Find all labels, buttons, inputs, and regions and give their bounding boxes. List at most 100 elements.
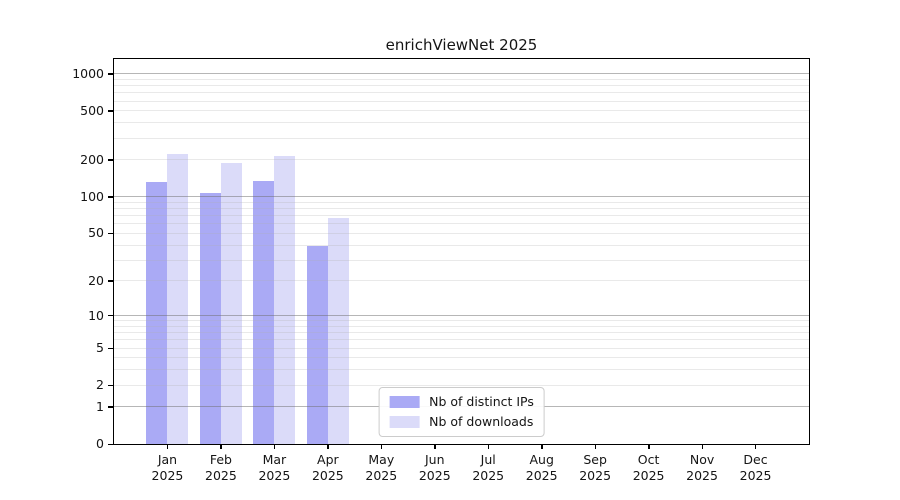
gridline-3: [114, 369, 809, 371]
chart-title: enrichViewNet 2025: [385, 36, 538, 54]
x-tick-mark-may: [380, 445, 383, 449]
x-tick-year-jul: 2025: [472, 467, 505, 483]
y-tick-mark-2: [108, 384, 113, 387]
gridline-40: [114, 244, 809, 246]
y-tick-mark-1000: [108, 73, 113, 75]
y-tick-label-5: 5: [96, 340, 104, 355]
bar-nb-of-downloads-feb: [220, 163, 242, 444]
gridline-1000: [114, 73, 809, 75]
gridline-100: [114, 196, 809, 198]
bars-layer: [114, 59, 809, 444]
x-tick-mark-jul: [487, 445, 490, 449]
gridline-800: [114, 85, 809, 87]
gridline-500: [114, 110, 809, 112]
gridline-10: [114, 315, 809, 317]
x-tick-year-nov: 2025: [686, 467, 718, 483]
y-tick-mark-0: [108, 443, 113, 445]
x-tick-year-jan: 2025: [151, 467, 184, 483]
x-tick-year-feb: 2025: [205, 467, 237, 483]
x-tick-month-jul: Jul: [480, 452, 496, 467]
x-tick-year-aug: 2025: [525, 467, 558, 483]
gridline-90: [114, 201, 809, 203]
x-tick-month-aug: Aug: [529, 452, 554, 467]
gridline-80: [114, 208, 809, 210]
y-tick-label-20: 20: [88, 272, 104, 288]
gridline-50: [114, 232, 809, 234]
x-tick-mark-mar: [273, 445, 276, 449]
x-tick-year-jun: 2025: [418, 467, 451, 483]
x-tick-mark-apr: [327, 445, 329, 449]
bar-nb-of-distinct-ips-apr: [306, 246, 328, 444]
x-tick-month-oct: Oct: [637, 452, 660, 467]
y-tick-label-500: 500: [80, 102, 104, 118]
y-tick-label-50: 50: [88, 225, 104, 241]
gridline-8: [114, 325, 809, 327]
legend: Nb of distinct IPs Nb of downloads: [378, 387, 545, 437]
y-tick-mark-20: [108, 280, 113, 282]
y-tick-mark-5: [108, 347, 113, 349]
x-tick-label-jul: Jul 2025: [458, 452, 518, 483]
y-tick-label-1000: 1000: [72, 65, 104, 81]
x-tick-month-mar: Mar: [262, 452, 287, 467]
y-tick-label-1: 1: [96, 398, 104, 414]
x-tick-label-may: May 2025: [351, 452, 411, 483]
gridline-7: [114, 332, 809, 334]
x-tick-label-feb: Feb 2025: [191, 452, 251, 483]
x-tick-mark-feb: [220, 445, 222, 449]
gridline-30: [114, 259, 809, 261]
x-tick-year-may: 2025: [365, 467, 398, 483]
x-tick-label-oct: Oct 2025: [619, 452, 679, 483]
y-tick-label-0: 0: [96, 436, 104, 451]
x-tick-label-aug: Aug 2025: [512, 452, 572, 483]
x-tick-label-sep: Sep 2025: [565, 452, 625, 483]
plot-area: Nb of distinct IPs Nb of downloads: [113, 58, 810, 445]
x-tick-year-apr: 2025: [311, 467, 344, 483]
x-tick-label-jan: Jan 2025: [137, 452, 197, 483]
x-tick-mark-jun: [434, 445, 436, 449]
bar-nb-of-downloads-jan: [167, 153, 189, 444]
x-tick-month-jun: Jun: [425, 452, 445, 467]
gridline-9: [114, 320, 809, 322]
y-tick-mark-50: [108, 232, 113, 235]
x-tick-mark-nov: [701, 445, 703, 449]
y-tick-mark-500: [108, 110, 113, 112]
legend-item-downloads: Nb of downloads: [389, 415, 534, 429]
gridline-200: [114, 159, 809, 161]
gridline-600: [114, 100, 809, 102]
x-tick-month-dec: Dec: [743, 452, 768, 467]
bar-nb-of-downloads-apr: [327, 217, 349, 444]
x-tick-month-sep: Sep: [583, 452, 607, 467]
x-tick-mark-aug: [541, 445, 543, 449]
y-tick-label-200: 200: [80, 151, 104, 167]
legend-label-distinct-ips: Nb of distinct IPs: [429, 394, 534, 409]
y-tick-mark-10: [108, 315, 113, 317]
legend-swatch-downloads: [389, 416, 420, 428]
y-tick-label-10: 10: [88, 307, 104, 323]
x-tick-month-apr: Apr: [317, 452, 339, 467]
gridline-6: [114, 339, 809, 341]
y-tick-mark-200: [108, 159, 113, 161]
x-tick-month-may: May: [368, 452, 395, 467]
legend-label-downloads: Nb of downloads: [429, 414, 534, 429]
x-tick-label-jun: Jun 2025: [405, 452, 465, 483]
gridline-900: [114, 79, 809, 80]
bar-nb-of-distinct-ips-jan: [146, 182, 168, 444]
x-tick-label-nov: Nov 2025: [672, 452, 732, 483]
x-tick-year-dec: 2025: [739, 467, 772, 483]
y-tick-mark-1: [108, 406, 113, 408]
x-tick-month-feb: Feb: [209, 452, 232, 467]
y-tick-label-100: 100: [80, 188, 104, 204]
y-tick-mark-100: [108, 196, 113, 198]
gridline-5: [114, 347, 809, 349]
x-tick-mark-oct: [648, 445, 650, 449]
x-tick-label-dec: Dec 2025: [726, 452, 786, 483]
x-tick-mark-dec: [755, 445, 757, 449]
x-tick-label-apr: Apr 2025: [298, 452, 358, 483]
x-tick-mark-sep: [594, 445, 597, 449]
gridline-400: [114, 122, 809, 124]
legend-item-distinct-ips: Nb of distinct IPs: [389, 395, 534, 409]
x-tick-year-sep: 2025: [579, 467, 612, 483]
x-tick-label-mar: Mar 2025: [244, 452, 304, 483]
x-tick-year-oct: 2025: [632, 467, 665, 483]
